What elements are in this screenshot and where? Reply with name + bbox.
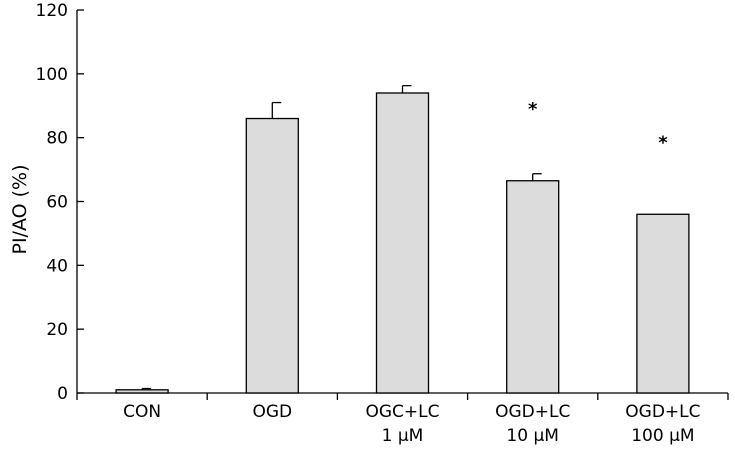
x-category-label: 1 μM	[382, 426, 424, 446]
y-axis-label: PI/AO (%)	[9, 165, 31, 255]
x-category-label: OGC+LC	[365, 402, 439, 422]
x-category-label: CON	[123, 402, 161, 422]
y-tick-label: 60	[46, 193, 68, 213]
x-category-label: OGD	[252, 402, 292, 422]
x-category-label: 100 μM	[631, 426, 694, 446]
bars: **	[115, 84, 690, 394]
y-tick-label: 120	[36, 1, 68, 21]
y-tick-label: 100	[36, 65, 68, 85]
bar	[115, 389, 169, 394]
y-tick-label: 80	[46, 129, 68, 149]
x-axis: CON OGD OGC+LC 1 μM OGD+LC 10 μM OGD+LC 100 μM	[76, 392, 729, 446]
x-category-label: OGD+LC	[495, 402, 570, 422]
bar	[506, 180, 560, 394]
x-category-label: 10 μM	[506, 426, 559, 446]
y-tick-label: 0	[57, 384, 68, 404]
y-axis: 0 20 40 60 80 100 120	[36, 1, 84, 404]
bar	[245, 117, 299, 394]
y-tick-label: 20	[46, 320, 68, 340]
bar	[375, 92, 430, 394]
significance-marker: *	[658, 132, 668, 153]
bar	[636, 213, 690, 394]
y-tick-label: 40	[46, 256, 68, 276]
x-category-label: OGD+LC	[625, 402, 700, 422]
significance-marker: *	[528, 99, 538, 120]
